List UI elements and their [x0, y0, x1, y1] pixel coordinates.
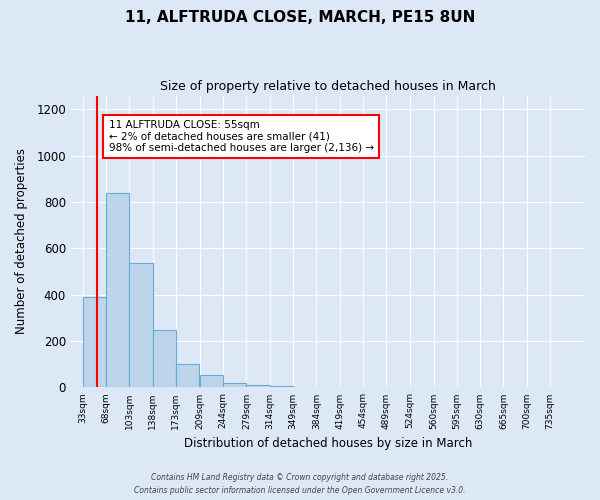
Text: Contains HM Land Registry data © Crown copyright and database right 2025.
Contai: Contains HM Land Registry data © Crown c…: [134, 474, 466, 495]
Bar: [152, 330, 176, 388]
Title: Size of property relative to detached houses in March: Size of property relative to detached ho…: [160, 80, 496, 93]
Bar: [247, 385, 270, 388]
Bar: [106, 193, 129, 388]
Bar: [176, 364, 199, 388]
Y-axis label: Number of detached properties: Number of detached properties: [15, 148, 28, 334]
Bar: [200, 374, 223, 388]
Text: 11 ALFTRUDA CLOSE: 55sqm
← 2% of detached houses are smaller (41)
98% of semi-de: 11 ALFTRUDA CLOSE: 55sqm ← 2% of detache…: [109, 120, 374, 153]
Text: 11, ALFTRUDA CLOSE, MARCH, PE15 8UN: 11, ALFTRUDA CLOSE, MARCH, PE15 8UN: [125, 10, 475, 25]
X-axis label: Distribution of detached houses by size in March: Distribution of detached houses by size …: [184, 437, 472, 450]
Bar: [270, 386, 293, 388]
Bar: [83, 297, 106, 388]
Bar: [223, 383, 247, 388]
Bar: [129, 264, 152, 388]
